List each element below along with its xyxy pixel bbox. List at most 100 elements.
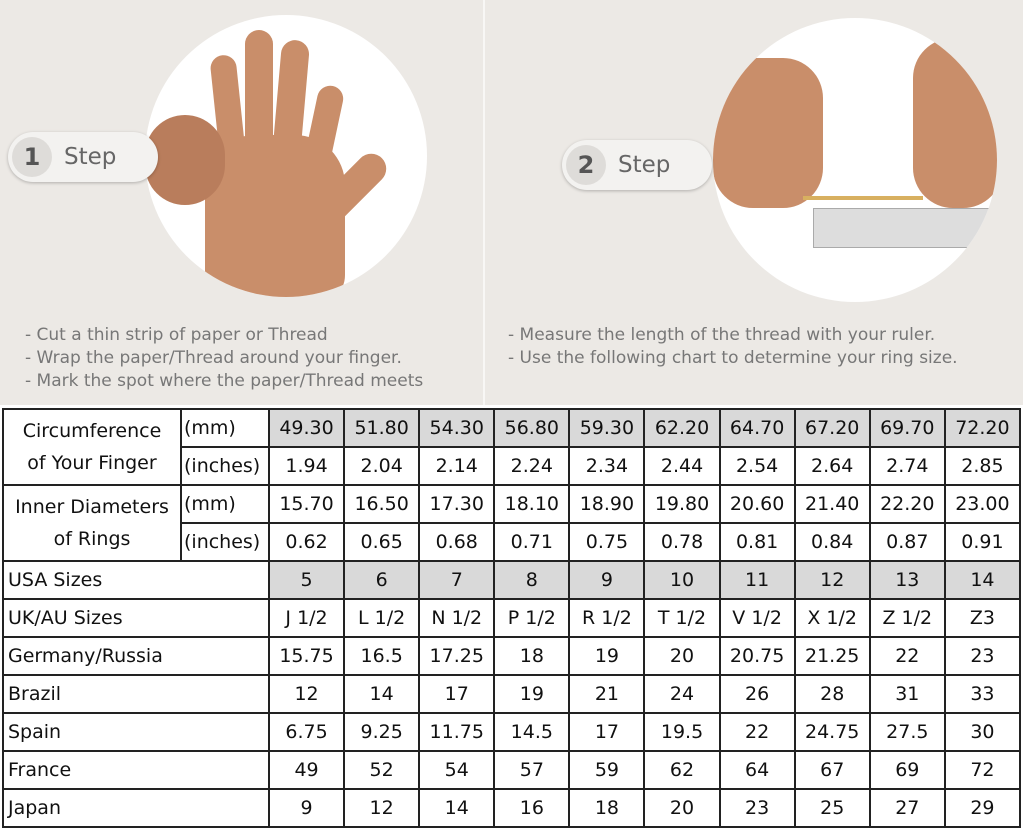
table-cell: 14	[418, 788, 496, 828]
table-cell: 67	[793, 750, 871, 790]
table-cell: 0.75	[568, 522, 646, 562]
table-cell: 20.75	[718, 636, 796, 676]
row-label: UK/AU Sizes	[2, 598, 270, 638]
table-row: Brazil 12 14 17 19 21 24 26 28 31 33	[2, 674, 1022, 714]
table-cell: 2.04	[343, 446, 421, 486]
table-cell: R 1/2	[568, 598, 646, 638]
table-cell: 2.54	[718, 446, 796, 486]
table-cell: 19.5	[643, 712, 721, 752]
table-cell: 18	[493, 636, 571, 676]
table-cell: 13	[868, 560, 946, 600]
table-cell: 28	[793, 674, 871, 714]
table-cell: 18	[568, 788, 646, 828]
ring-size-table: Circumference of Your Finger (mm) 49.30 51.8…	[2, 408, 1022, 828]
table-cell: 0.71	[493, 522, 571, 562]
group-label-line: of Your Finger	[27, 452, 157, 474]
table-row: USA Sizes 5 6 7 8 9 10 11 12 13 14	[2, 560, 1022, 600]
table-cell: 27	[868, 788, 946, 828]
table-cell: 2.44	[643, 446, 721, 486]
table-cell: 21.40	[793, 484, 871, 524]
table-cell: 9	[568, 560, 646, 600]
table-cell: 18.90	[568, 484, 646, 524]
unit-label: (inches)	[180, 522, 270, 562]
table-cell: 2.64	[793, 446, 871, 486]
table-row: France 49 52 54 57 59 62 64 67 69 72	[2, 750, 1022, 790]
table-cell: 0.81	[718, 522, 796, 562]
table-cell: 16.50	[343, 484, 421, 524]
table-cell: L 1/2	[343, 598, 421, 638]
instruction-line: - Measure the length of the thread with …	[508, 325, 936, 345]
table-cell: 15.70	[267, 484, 346, 524]
table-cell: 54.30	[418, 408, 496, 448]
table-cell: 7	[418, 560, 496, 600]
table-cell: 0.91	[943, 522, 1022, 562]
table-cell: 20	[643, 636, 721, 676]
table-cell: 9	[267, 788, 346, 828]
table-cell: 23.00	[943, 484, 1022, 524]
table-cell: Z3	[943, 598, 1022, 638]
table-cell: 64.70	[718, 408, 796, 448]
step-label: Step	[64, 144, 117, 170]
step-label: Step	[618, 152, 671, 178]
thread-and-ruler-image	[713, 18, 997, 302]
table-cell: 72	[943, 750, 1022, 790]
table-row: (inches) 1.94 2.04 2.14 2.24 2.34 2.44 2.54 2.64…	[3, 446, 1022, 486]
table-cell: 17	[568, 712, 646, 752]
table-cell: 6	[343, 560, 421, 600]
table-row: Circumference of Your Finger (mm) 49.30 51.8…	[2, 408, 1022, 486]
table-cell: 26	[718, 674, 796, 714]
unit-label: (mm)	[180, 408, 270, 448]
table-cell: 19	[568, 636, 646, 676]
table-cell: N 1/2	[418, 598, 496, 638]
table-cell: Z 1/2	[868, 598, 946, 638]
table-cell: 12	[793, 560, 871, 600]
table-cell: 2.34	[568, 446, 646, 486]
table-cell: 0.84	[793, 522, 871, 562]
table-cell: 19.80	[643, 484, 721, 524]
table-cell: 2.74	[868, 446, 946, 486]
table-row: Inner Diameters of Rings (mm) 15.70 16.50 17.…	[2, 484, 1022, 562]
table-cell: 64	[718, 750, 796, 790]
ruler	[813, 208, 993, 248]
table-cell: 54	[418, 750, 496, 790]
table-cell: 11.75	[418, 712, 496, 752]
table-cell: 17.30	[418, 484, 496, 524]
table-cell: T 1/2	[643, 598, 721, 638]
table-cell: 15.75	[267, 636, 346, 676]
step-2-badge: 2 Step	[562, 140, 712, 190]
table-cell: 17	[418, 674, 496, 714]
table-cell: 14	[343, 674, 421, 714]
group-label-line: Inner Diameters	[15, 496, 169, 518]
table-cell: 5	[267, 560, 346, 600]
table-cell: 16.5	[343, 636, 421, 676]
table-cell: 72.20	[943, 408, 1022, 448]
table-cell: 12	[267, 674, 346, 714]
table-cell: 0.87	[868, 522, 946, 562]
table-cell: 51.80	[343, 408, 421, 448]
table-cell: 11	[718, 560, 796, 600]
table-cell: 10	[643, 560, 721, 600]
instruction-line: - Use the following chart to determine y…	[508, 348, 958, 368]
table-cell: 29	[943, 788, 1022, 828]
table-cell: 69	[868, 750, 946, 790]
row-label: Spain	[2, 712, 270, 752]
table-cell: 59	[568, 750, 646, 790]
table-cell: 20.60	[718, 484, 796, 524]
table-cell: 2.24	[493, 446, 571, 486]
table-cell: 0.65	[343, 522, 421, 562]
table-cell: 22.20	[868, 484, 946, 524]
table-row: Japan 9 12 14 16 18 20 23 25 27 29	[2, 788, 1022, 828]
step-1-instructions: - Cut a thin strip of paper or Thread - …	[25, 324, 423, 393]
step-number: 1	[12, 137, 52, 177]
table-cell: 0.78	[643, 522, 721, 562]
table-cell: J 1/2	[267, 598, 346, 638]
table-cell: 2.14	[418, 446, 496, 486]
table-cell: 0.62	[267, 522, 346, 562]
table-row: UK/AU Sizes J 1/2 L 1/2 N 1/2 P 1/2 R 1/2 T 1/…	[2, 598, 1022, 638]
table-cell: 31	[868, 674, 946, 714]
table-cell: 14.5	[493, 712, 571, 752]
group-label-line: Circumference	[22, 420, 162, 442]
instruction-line: - Cut a thin strip of paper or Thread	[25, 325, 328, 345]
table-cell: 16	[493, 788, 571, 828]
table-cell: 67.20	[793, 408, 871, 448]
